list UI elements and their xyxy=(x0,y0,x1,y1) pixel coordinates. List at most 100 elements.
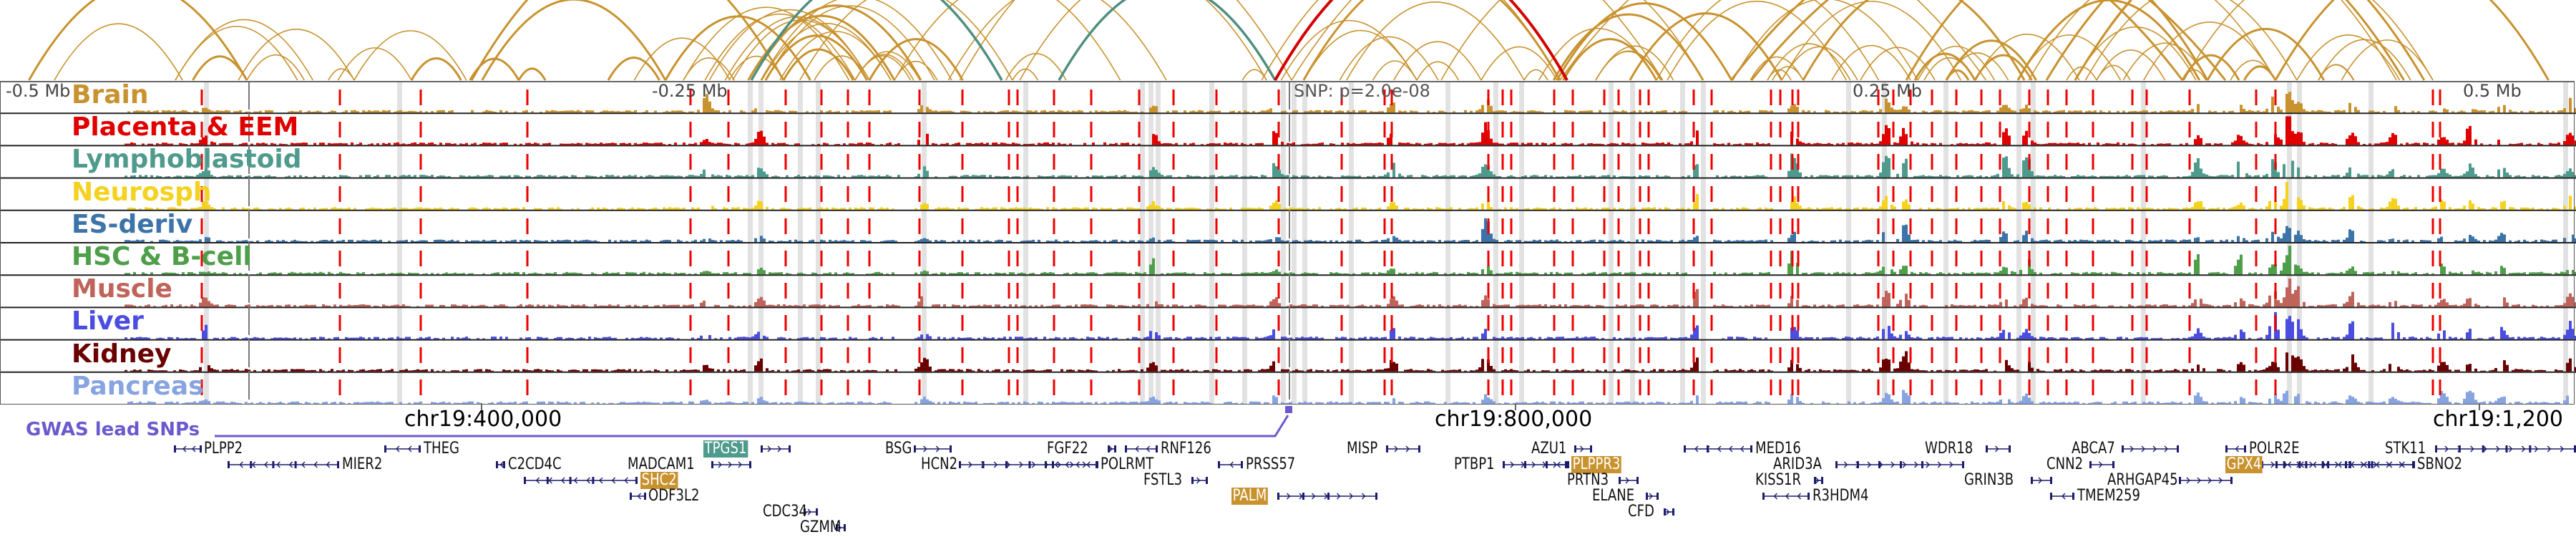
signal-pancreas xyxy=(127,390,2569,404)
gene-model-c2cd4c[interactable] xyxy=(496,461,505,468)
gene-label-plppr3[interactable]: PLPPR3 xyxy=(1571,455,1621,473)
gene-model-tpgs1[interactable] xyxy=(761,445,791,453)
gene-model-shc2[interactable] xyxy=(524,477,638,484)
interaction-arc xyxy=(2318,64,2354,81)
gene-label-med16[interactable]: MED16 xyxy=(1755,440,1801,458)
gene-label-plpp2[interactable]: PLPP2 xyxy=(204,440,243,458)
gene-label-bsg[interactable]: BSG xyxy=(885,440,912,458)
interaction-arc xyxy=(1416,61,1460,81)
gene-label-odf3l2[interactable]: ODF3L2 xyxy=(648,487,700,505)
gene-model-tmem259[interactable] xyxy=(2050,493,2074,500)
gene-label-tmem259[interactable]: TMEM259 xyxy=(2077,487,2140,505)
track-label-pancreas: Pancreas xyxy=(72,371,204,401)
interaction-arc xyxy=(1667,1,1848,81)
gene-label-tpgs1[interactable]: TPGS1 xyxy=(703,440,748,458)
track-label-liver: Liver xyxy=(72,306,144,337)
gene-label-c2cd4c[interactable]: C2CD4C xyxy=(508,455,562,473)
track-label-hsc-b-cell: HSC & B-cell xyxy=(72,242,252,271)
gwas-lead-snp-marker[interactable] xyxy=(1285,406,1292,413)
gene-label-cdc34[interactable]: CDC34 xyxy=(763,503,808,521)
gene-label-elane[interactable]: ELANE xyxy=(1592,487,1635,505)
gene-label-grin3b[interactable]: GRIN3B xyxy=(1964,471,2014,489)
gene-label-rnf126[interactable]: RNF126 xyxy=(1161,440,1211,458)
interaction-arc xyxy=(54,23,183,81)
interaction-arc xyxy=(1656,0,1880,81)
gene-label-arid3a[interactable]: ARID3A xyxy=(1773,455,1822,473)
gene-model-cdc34[interactable] xyxy=(804,508,818,516)
interaction-arc xyxy=(894,0,1121,81)
gene-track xyxy=(174,405,2576,531)
gene-model-misp[interactable] xyxy=(1386,445,1420,453)
gene-label-wdr18[interactable]: WDR18 xyxy=(1925,440,1974,458)
gene-model-med16[interactable] xyxy=(1684,445,1752,453)
gene-label-ptbp1[interactable]: PTBP1 xyxy=(1454,455,1495,473)
gene-label-stk11[interactable]: STK11 xyxy=(2385,440,2426,458)
gene-model-sbno2[interactable] xyxy=(2275,461,2414,468)
gene-model-polr2e[interactable] xyxy=(2225,445,2246,453)
snp-label: SNP: p=2.0e-08 xyxy=(1294,81,1430,101)
interaction-arc xyxy=(2206,28,2326,81)
gene-model-palm[interactable] xyxy=(1277,493,1377,500)
gene-label-kiss1r[interactable]: KISS1R xyxy=(1755,471,1802,489)
interaction-arc xyxy=(1303,30,1418,81)
gene-label-abca7[interactable]: ABCA7 xyxy=(2072,440,2115,458)
gene-model-prss57[interactable] xyxy=(1218,461,1243,468)
gene-label-r3hdm4[interactable]: R3HDM4 xyxy=(1813,487,1869,505)
gene-model-abca7[interactable] xyxy=(2122,445,2179,453)
gene-model-azu1[interactable] xyxy=(1574,445,1592,453)
gene-label-theg[interactable]: THEG xyxy=(424,440,459,458)
gene-model-stk11[interactable] xyxy=(2435,445,2576,453)
interaction-arc xyxy=(246,54,305,81)
gene-label-misp[interactable]: MISP xyxy=(1347,440,1378,458)
gene-label-shc2[interactable]: SHC2 xyxy=(640,471,678,489)
gene-label-madcam1[interactable]: MADCAM1 xyxy=(628,455,695,473)
gene-model-plpp2[interactable] xyxy=(174,445,202,453)
gene-model-wdr18[interactable] xyxy=(1986,445,2011,453)
gene-model-prtn3[interactable] xyxy=(1619,477,1639,484)
gene-model-theg[interactable] xyxy=(384,445,421,453)
gene-label-sbno2[interactable]: SBNO2 xyxy=(2417,455,2462,473)
gene-model-fstl3[interactable] xyxy=(1191,477,1208,484)
gene-model-arid3a[interactable] xyxy=(1835,461,1964,468)
gene-label-cnn2[interactable]: CNN2 xyxy=(2046,455,2084,473)
gene-label-azu1[interactable]: AZU1 xyxy=(1531,440,1567,458)
gene-model-gzmm[interactable] xyxy=(836,524,846,531)
gene-model-mier2[interactable] xyxy=(228,461,339,468)
gene-label-prtn3[interactable]: PRTN3 xyxy=(1567,471,1609,489)
gene-model-elane[interactable] xyxy=(1646,493,1659,500)
gene-label-arhgap45[interactable]: ARHGAP45 xyxy=(2107,471,2178,489)
gene-label-fgf22[interactable]: FGF22 xyxy=(1047,440,1088,458)
gene-label-gzmm[interactable]: GZMM xyxy=(800,518,841,536)
gene-model-madcam1[interactable] xyxy=(711,461,751,468)
interaction-arc xyxy=(683,57,735,81)
gene-model-bsg[interactable] xyxy=(914,445,952,453)
gene-label-mier2[interactable]: MIER2 xyxy=(342,455,383,473)
gene-model-cfd[interactable] xyxy=(1664,508,1674,516)
signal-tracks xyxy=(0,81,2576,405)
coord-label-400k: chr19:400,000 xyxy=(404,407,562,432)
gene-label-polrmt[interactable]: POLRMT xyxy=(1101,455,1154,473)
gene-label-cfd[interactable]: CFD xyxy=(1628,503,1654,521)
gene-model-cnn2[interactable] xyxy=(2089,461,2114,468)
gene-label-hcn2[interactable]: HCN2 xyxy=(921,455,958,473)
gene-model-odf3l2[interactable] xyxy=(630,493,646,500)
gene-model-plppr3[interactable] xyxy=(1546,461,1569,468)
interaction-arc xyxy=(2143,21,2276,81)
axis-label-left: -0.5 Mb xyxy=(6,81,71,101)
gene-model-rnf126[interactable] xyxy=(1125,445,1158,453)
gene-label-polr2e[interactable]: POLR2E xyxy=(2249,440,2300,458)
interaction-arc xyxy=(1802,0,2026,81)
gene-model-grin3b[interactable] xyxy=(2031,477,2052,484)
gene-model-r3hdm4[interactable] xyxy=(1762,493,1810,500)
track-label-muscle: Muscle xyxy=(72,274,172,304)
gene-model-fgf22[interactable] xyxy=(1108,445,1116,453)
gene-model-arhgap45[interactable] xyxy=(2179,477,2233,484)
track-label-kidney: Kidney xyxy=(72,339,172,369)
gene-label-gpx4[interactable]: GPX4 xyxy=(2225,455,2263,473)
gene-label-prss57[interactable]: PRSS57 xyxy=(1246,455,1296,473)
gene-label-fstl3[interactable]: FSTL3 xyxy=(1143,471,1183,489)
gene-label-palm[interactable]: PALM xyxy=(1231,487,1268,505)
gene-model-polrmt[interactable] xyxy=(1045,461,1098,468)
interaction-arc xyxy=(2243,65,2277,81)
gene-model-kiss1r[interactable] xyxy=(1814,477,1823,484)
